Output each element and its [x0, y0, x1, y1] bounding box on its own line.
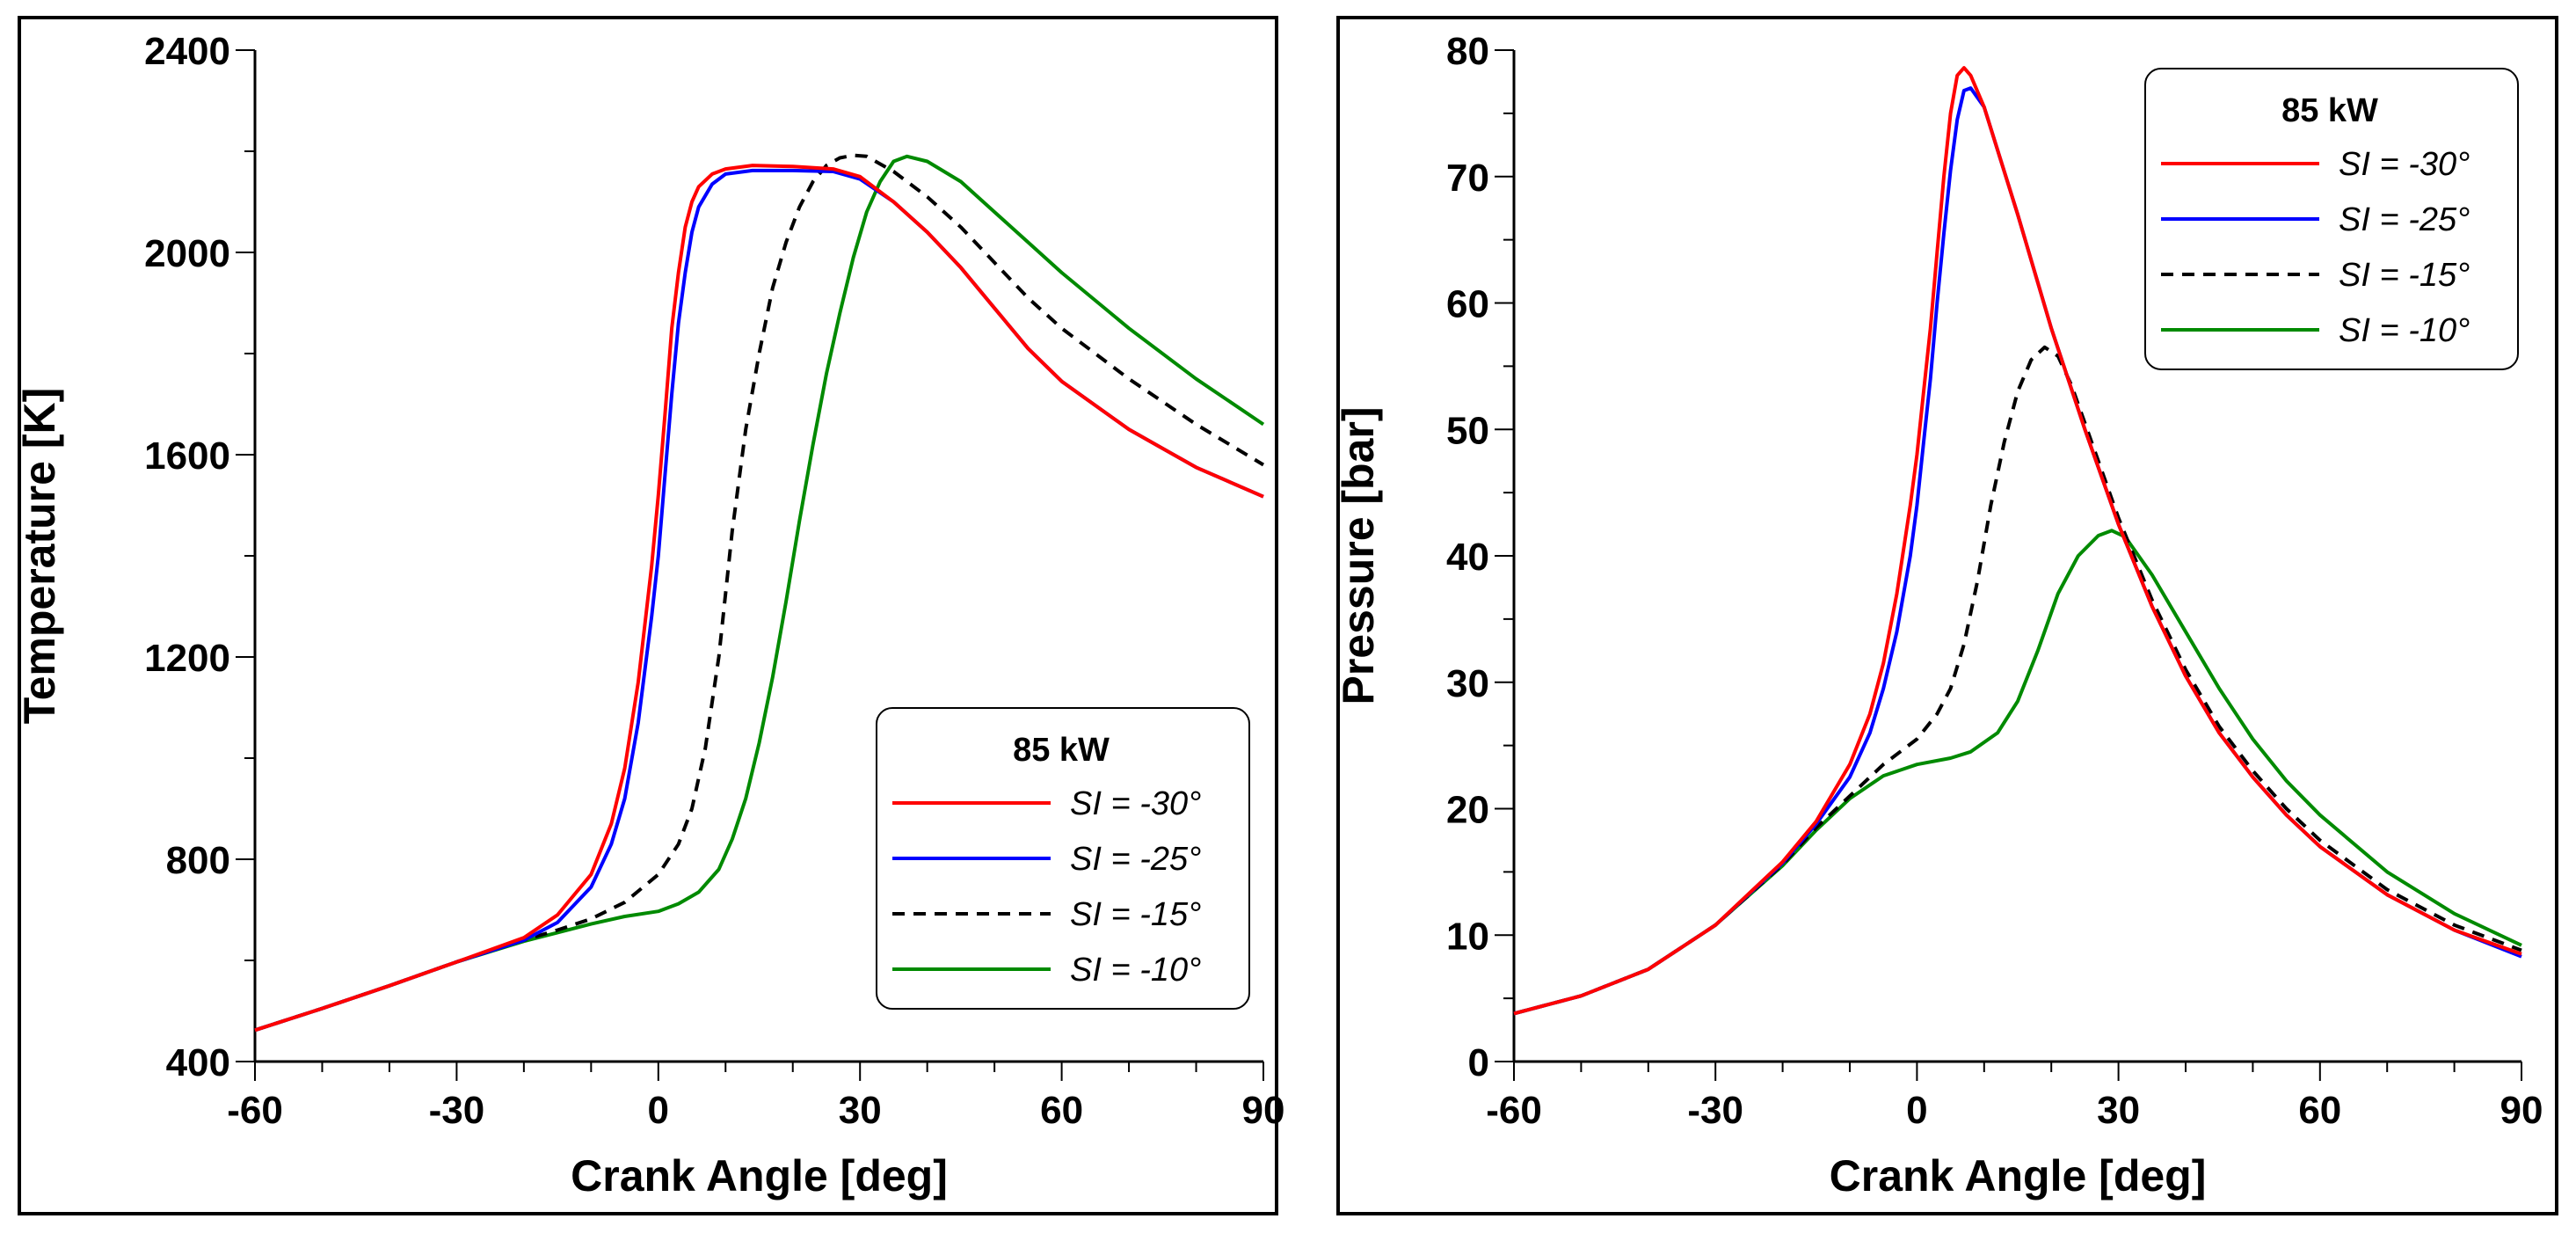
x-tick-label: 0 [1906, 1089, 1927, 1132]
panel-frame [18, 16, 1278, 1215]
y-tick-label: 1200 [144, 637, 230, 680]
x-tick-label: 60 [1040, 1089, 1083, 1132]
y-tick-label: 60 [1446, 283, 1489, 326]
legend-label: SI = -25° [2339, 201, 2470, 238]
legend-label: SI = -15° [1070, 896, 1201, 933]
x-tick-label: -30 [429, 1089, 485, 1132]
y-axis-title: Pressure [bar] [1334, 406, 1383, 704]
y-tick-label: 400 [166, 1041, 230, 1084]
legend-label: SI = -30° [1070, 785, 1201, 822]
x-tick-label: 90 [2500, 1089, 2543, 1132]
x-tick-label: 60 [2298, 1089, 2341, 1132]
y-tick-label: 2000 [144, 232, 230, 275]
y-tick-label: 50 [1446, 409, 1489, 452]
x-tick-label: 30 [2097, 1089, 2140, 1132]
y-tick-label: 70 [1446, 157, 1489, 200]
x-axis-title: Crank Angle [deg] [1830, 1151, 2207, 1201]
y-tick-label: 0 [1468, 1041, 1489, 1084]
series-line [254, 164, 1264, 1033]
y-tick-label: 20 [1446, 789, 1489, 832]
legend-label: SI = -15° [2339, 257, 2470, 294]
series-group [254, 153, 1265, 1033]
legend-label: SI = -25° [1070, 841, 1201, 878]
y-tick-label: 30 [1446, 662, 1489, 705]
legend-box [876, 707, 1250, 1010]
legend-label: SI = -30° [2339, 146, 2470, 183]
y-tick-label: 2400 [144, 30, 230, 73]
y-tick-label: 800 [166, 839, 230, 882]
series-line [1513, 345, 2522, 1016]
legend-box [2144, 68, 2519, 370]
y-tick-label: 1600 [144, 434, 230, 478]
legend-label: SI = -10° [2339, 312, 2470, 349]
panel-frame [1336, 16, 2558, 1215]
x-tick-label: 90 [1242, 1089, 1285, 1132]
legend-title: 85 kW [2281, 92, 2378, 129]
y-tick-label: 10 [1446, 915, 1489, 958]
x-tick-label: 0 [648, 1089, 669, 1132]
series-line [254, 153, 1265, 1033]
y-tick-label: 80 [1446, 30, 1489, 73]
x-axis-title: Crank Angle [deg] [571, 1151, 948, 1201]
legend-label: SI = -10° [1070, 952, 1201, 989]
x-tick-label: 30 [839, 1089, 882, 1132]
x-tick-label: -30 [1687, 1089, 1743, 1132]
series-line [1513, 529, 2522, 1016]
series-line [1513, 66, 2522, 1016]
y-tick-label: 40 [1446, 536, 1489, 579]
y-axis-title: Temperature [K] [15, 388, 64, 724]
series-line [254, 154, 1265, 1033]
series-group [1513, 66, 2522, 1016]
x-tick-label: -60 [227, 1089, 283, 1132]
legend: 85 kW SI = -30° SI = -25° SI = -15° SI = -10… [2144, 68, 2519, 370]
temperature-chart: -60 -30 0 30 60 90 400 800 1200 1600 2000 2400 Crank… [15, 16, 1285, 1215]
x-tick-label: -60 [1486, 1089, 1542, 1132]
legend-title: 85 kW [1013, 732, 1110, 769]
pressure-chart: -60 -30 0 30 60 90 0 10 20 30 40 50 60 70 80 Crank Angl… [1334, 16, 2558, 1215]
legend: 85 kW SI = -30° SI = -25° SI = -15° SI = -10… [876, 707, 1250, 1010]
